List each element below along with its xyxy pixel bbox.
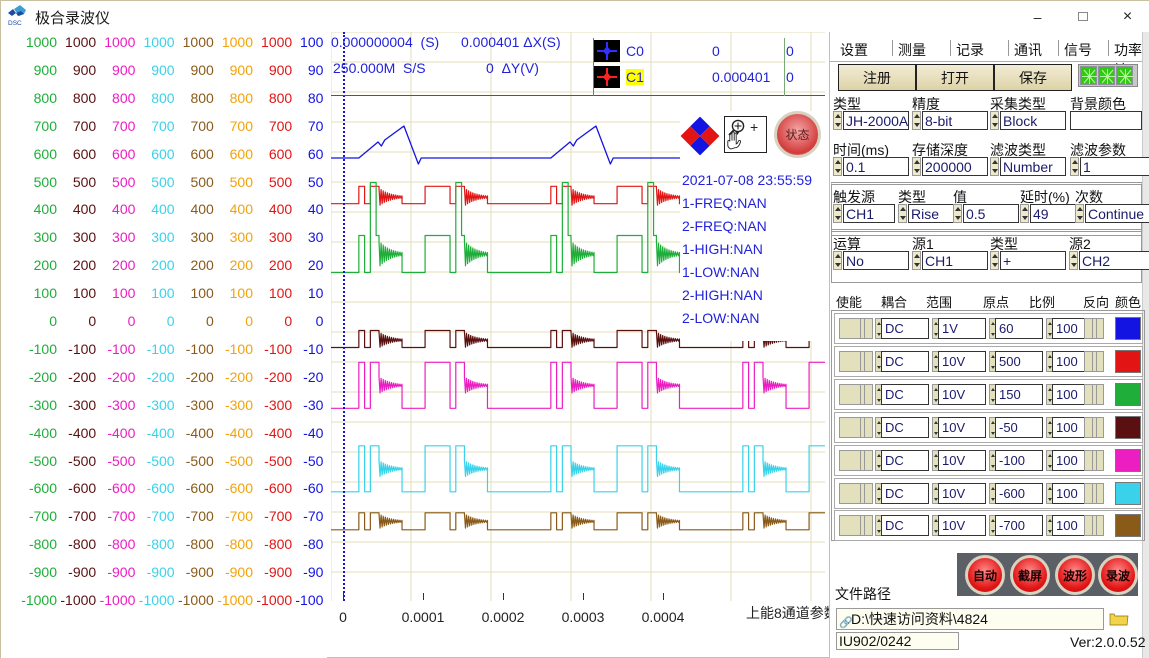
- svg-text:+: +: [750, 119, 758, 135]
- svg-text:DSC: DSC: [8, 20, 22, 27]
